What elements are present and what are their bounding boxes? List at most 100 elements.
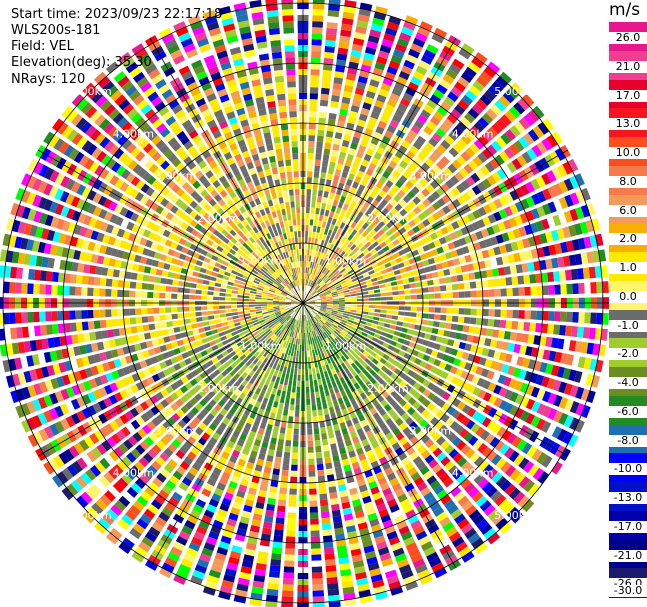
velocity-gate [512, 287, 519, 297]
velocity-gate [323, 57, 334, 65]
velocity-gate [558, 412, 569, 426]
velocity-gate [388, 271, 395, 277]
velocity-gate [311, 201, 316, 208]
velocity-gate [574, 253, 583, 266]
velocity-gate [306, 273, 309, 280]
velocity-gate [389, 504, 400, 514]
velocity-gate [344, 128, 353, 136]
velocity-gate [360, 419, 368, 428]
velocity-gate [315, 285, 321, 291]
velocity-gate [229, 385, 237, 393]
velocity-gate [419, 574, 433, 585]
velocity-gate [376, 237, 384, 245]
velocity-gate [316, 287, 322, 292]
velocity-gate [428, 38, 442, 49]
velocity-gate [226, 486, 236, 495]
velocity-gate [432, 447, 443, 458]
velocity-gate [348, 450, 357, 458]
velocity-gate [314, 385, 319, 393]
velocity-gate [420, 54, 433, 65]
velocity-gate [315, 315, 321, 321]
velocity-gate [320, 318, 326, 324]
velocity-gate [326, 576, 338, 584]
velocity-gate [322, 275, 328, 282]
velocity-gate [428, 286, 435, 293]
velocity-gate [461, 246, 470, 255]
velocity-gate [347, 331, 354, 337]
velocity-gate [419, 274, 427, 281]
velocity-gate [341, 284, 349, 289]
velocity-gate [530, 208, 540, 220]
velocity-gate [308, 305, 315, 308]
velocity-gate [478, 357, 487, 366]
velocity-gate [214, 552, 227, 562]
velocity-gate [165, 501, 177, 512]
velocity-gate [287, 385, 292, 393]
velocity-gate [303, 308, 305, 315]
velocity-gate [350, 493, 360, 502]
velocity-gate [213, 487, 224, 497]
velocity-gate [178, 530, 191, 541]
velocity-gate [341, 139, 350, 148]
velocity-gate [236, 583, 249, 592]
velocity-gate [454, 332, 463, 340]
velocity-gate [112, 269, 120, 278]
velocity-gate [380, 309, 387, 314]
velocity-gate [327, 336, 332, 343]
velocity-gate [360, 284, 368, 289]
velocity-gate [317, 313, 323, 318]
velocity-gate [324, 288, 330, 293]
velocity-gate [266, 588, 279, 596]
velocity-gate [490, 490, 502, 502]
velocity-gate [398, 306, 405, 311]
velocity-gate [434, 175, 444, 186]
velocity-gate [499, 352, 507, 362]
velocity-gate [545, 258, 553, 270]
velocity-gate [313, 256, 317, 263]
velocity-gate [269, 368, 275, 375]
velocity-gate [407, 369, 416, 377]
velocity-gate [525, 196, 536, 208]
velocity-gate [404, 289, 411, 295]
velocity-gate [567, 434, 579, 448]
velocity-gate [551, 257, 559, 269]
velocity-gate [319, 252, 324, 259]
velocity-gate [320, 208, 325, 216]
velocity-gate [327, 382, 333, 390]
velocity-gate [10, 266, 18, 279]
velocity-gate [341, 458, 350, 467]
velocity-gate [458, 237, 467, 246]
velocity-gate [323, 383, 328, 391]
velocity-gate [341, 330, 348, 336]
velocity-gate [314, 439, 321, 447]
velocity-gate [357, 14, 370, 23]
velocity-gate [377, 321, 385, 327]
velocity-gate [481, 481, 494, 494]
velocity-gate [307, 147, 315, 154]
velocity-gate [361, 384, 369, 392]
velocity-gate [443, 330, 451, 337]
velocity-gate [213, 314, 221, 319]
velocity-gate [428, 137, 439, 147]
velocity-gate [367, 562, 380, 571]
velocity-gate [445, 373, 455, 383]
velocity-gate [490, 258, 498, 267]
velocity-gate [295, 307, 300, 313]
velocity-gate [499, 277, 507, 287]
velocity-gate [336, 53, 348, 61]
velocity-gate [325, 321, 332, 327]
velocity-gate [475, 280, 483, 289]
velocity-gate [308, 320, 311, 326]
velocity-gate [305, 326, 307, 333]
velocity-gate [446, 481, 458, 493]
velocity-gate [237, 304, 244, 308]
velocity-gate [365, 381, 373, 389]
velocity-gate [171, 313, 178, 320]
velocity-gate [596, 312, 603, 325]
velocity-gate [366, 196, 374, 204]
velocity-gate [287, 330, 292, 337]
velocity-gate [300, 332, 303, 339]
velocity-gate [456, 412, 466, 423]
velocity-gate [335, 317, 342, 321]
velocity-gate [281, 596, 294, 603]
